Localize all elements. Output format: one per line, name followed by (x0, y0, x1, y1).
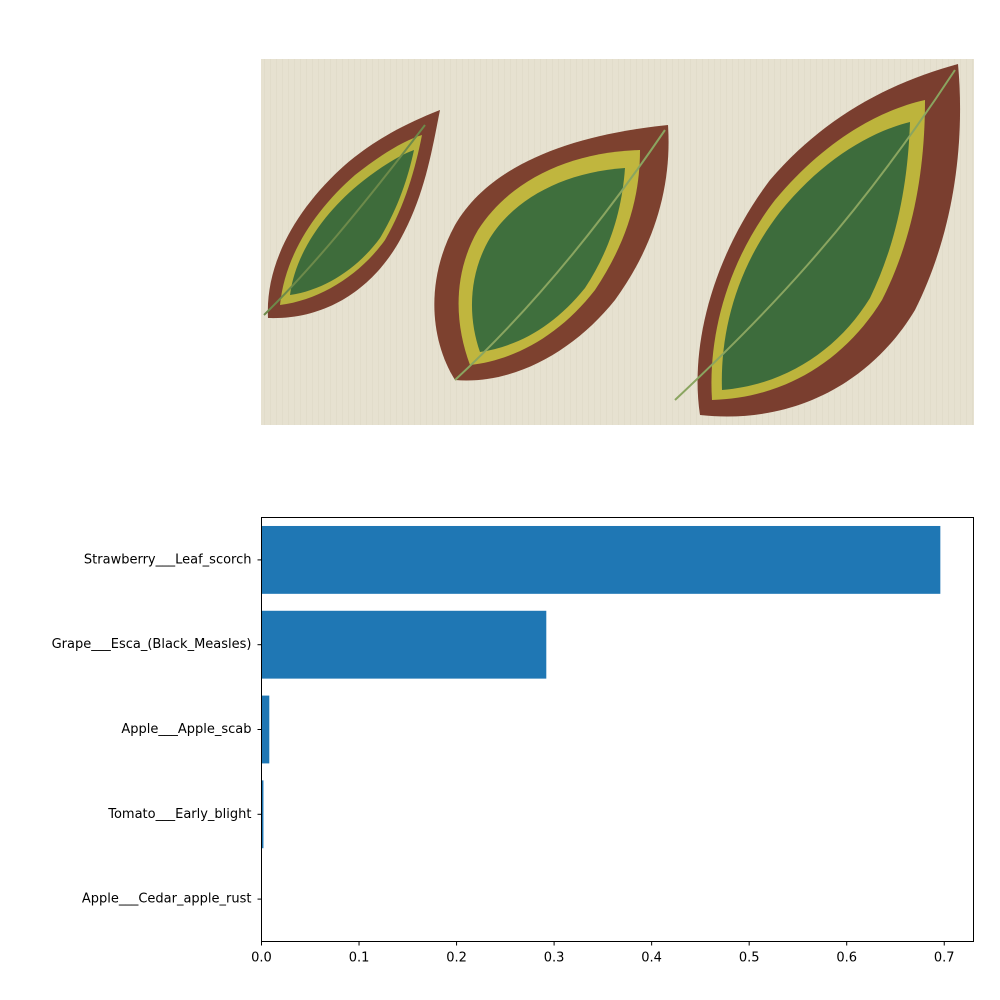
x-tick-label: 0.5 (739, 951, 760, 966)
leaf-middle (434, 125, 669, 381)
y-tick-label: Apple___Apple_scab (121, 722, 251, 737)
x-tick-label: 0.1 (349, 951, 370, 966)
x-axis-ticks: 0.0 0.1 0.2 0.3 0.4 0.5 0.6 0.7 (251, 941, 955, 966)
y-tick-label: Grape___Esca_(Black_Measles) (52, 637, 252, 652)
bar-3 (261, 780, 264, 849)
diseased-leaves-photo (261, 59, 974, 425)
x-tick-label: 0.6 (836, 951, 857, 966)
x-tick-label: 0.3 (544, 951, 565, 966)
bars-group (261, 525, 941, 934)
bar-chart: 0.0 0.1 0.2 0.3 0.4 0.5 0.6 0.7 Strawberry___Le… (52, 517, 974, 966)
bar-2 (261, 695, 270, 764)
x-tick-label: 0.7 (934, 951, 955, 966)
leaf-left (263, 110, 440, 319)
bar-0 (261, 525, 941, 594)
x-tick-label: 0.4 (641, 951, 662, 966)
y-axis-ticks: Strawberry___Leaf_scorch Grape___Esca_(Bl… (52, 552, 262, 907)
y-tick-label: Tomato___Early_blight (107, 807, 251, 822)
bar-1 (261, 610, 547, 679)
x-tick-label: 0.0 (251, 951, 272, 966)
leaf-right (674, 64, 961, 417)
x-tick-label: 0.2 (446, 951, 467, 966)
y-tick-label: Strawberry___Leaf_scorch (84, 552, 252, 567)
y-tick-label: Apple___Cedar_apple_rust (82, 892, 252, 907)
